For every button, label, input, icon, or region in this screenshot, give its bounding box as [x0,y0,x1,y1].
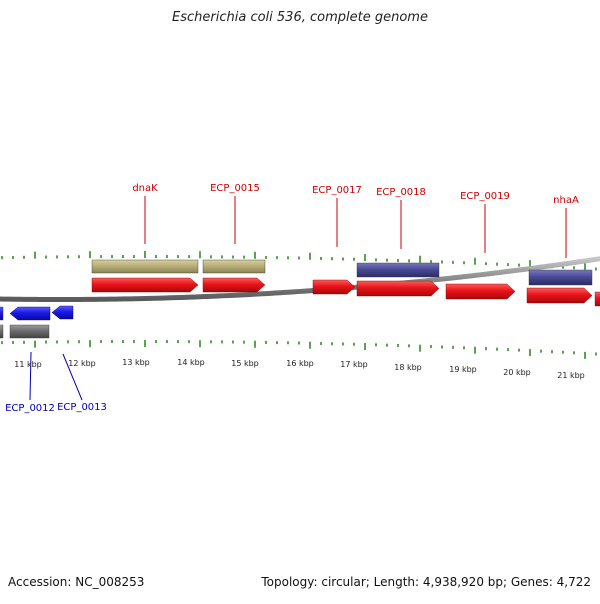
pseudo-box-ecp-0012 [9,324,50,339]
cds-arrow-ecp-0015 [202,277,266,293]
gene-box-nhaa [528,269,593,286]
gene-label: ECP_0013 [57,402,107,413]
gene-box-dnak [91,259,199,274]
gene-label: ECP_0018 [376,187,426,198]
kbp-label: 14 kbp [177,358,205,367]
kbp-label: 12 kbp [68,359,96,368]
kbp-label: 19 kbp [449,365,477,374]
bottom-tick-row [1,340,597,359]
kbp-label: 18 kbp [394,363,422,372]
gene-label: ECP_0017 [312,185,362,196]
gene-labels: dnaK ECP_0015 ECP_0017 ECP_0018 ECP_0019 nhaA… [5,183,579,414]
gene-features [0,259,600,339]
gene-label: ECP_0015 [210,183,260,194]
kbp-label: 21 kbp [557,371,585,380]
gene-label: ECP_0012 [5,403,55,414]
kbp-label: 20 kbp [503,368,531,377]
cds-reverse-edge-left [0,306,4,321]
top-tick-row [1,251,597,271]
backbone [0,256,600,302]
kbp-label: 11 kbp [14,360,42,369]
cds-reverse-ecp-0013 [51,305,74,320]
gene-label: dnaK [132,183,158,194]
cds-arrow-ecp-0017 [312,279,356,295]
gene-label: ECP_0019 [460,191,510,202]
genome-summary-text: Topology: circular; Length: 4,938,920 bp… [261,575,591,589]
cds-arrow-ecp-0019 [445,283,516,300]
kbp-label: 16 kbp [286,359,314,368]
gene-box-ecp-0018 [356,262,440,278]
backbone-line [0,256,600,302]
gene-box-ecp-0015 [202,259,266,274]
kbp-label: 13 kbp [122,358,150,367]
accession-text: Accession: NC_008253 [8,575,145,589]
gene-label: nhaA [553,195,579,206]
kbp-label: 17 kbp [340,360,368,369]
cds-arrow-nhaa [526,287,593,304]
cds-arrow-ecp-0018 [356,280,440,297]
cds-arrow-dnak [91,277,199,293]
cds-arrow-edge-right [594,291,600,307]
kbp-label: 15 kbp [231,359,259,368]
pseudo-edge-left [0,324,4,339]
label-leader-line [62,353,83,401]
kbp-ruler: 11 kbp 12 kbp 13 kbp 14 kbp 15 kbp 16 kbp 17 k… [14,358,585,380]
label-leaders [29,196,567,401]
cds-reverse-ecp-0012 [9,306,51,321]
label-leader-line [29,351,32,401]
genome-title: Escherichia coli 536, complete genome [172,10,428,25]
